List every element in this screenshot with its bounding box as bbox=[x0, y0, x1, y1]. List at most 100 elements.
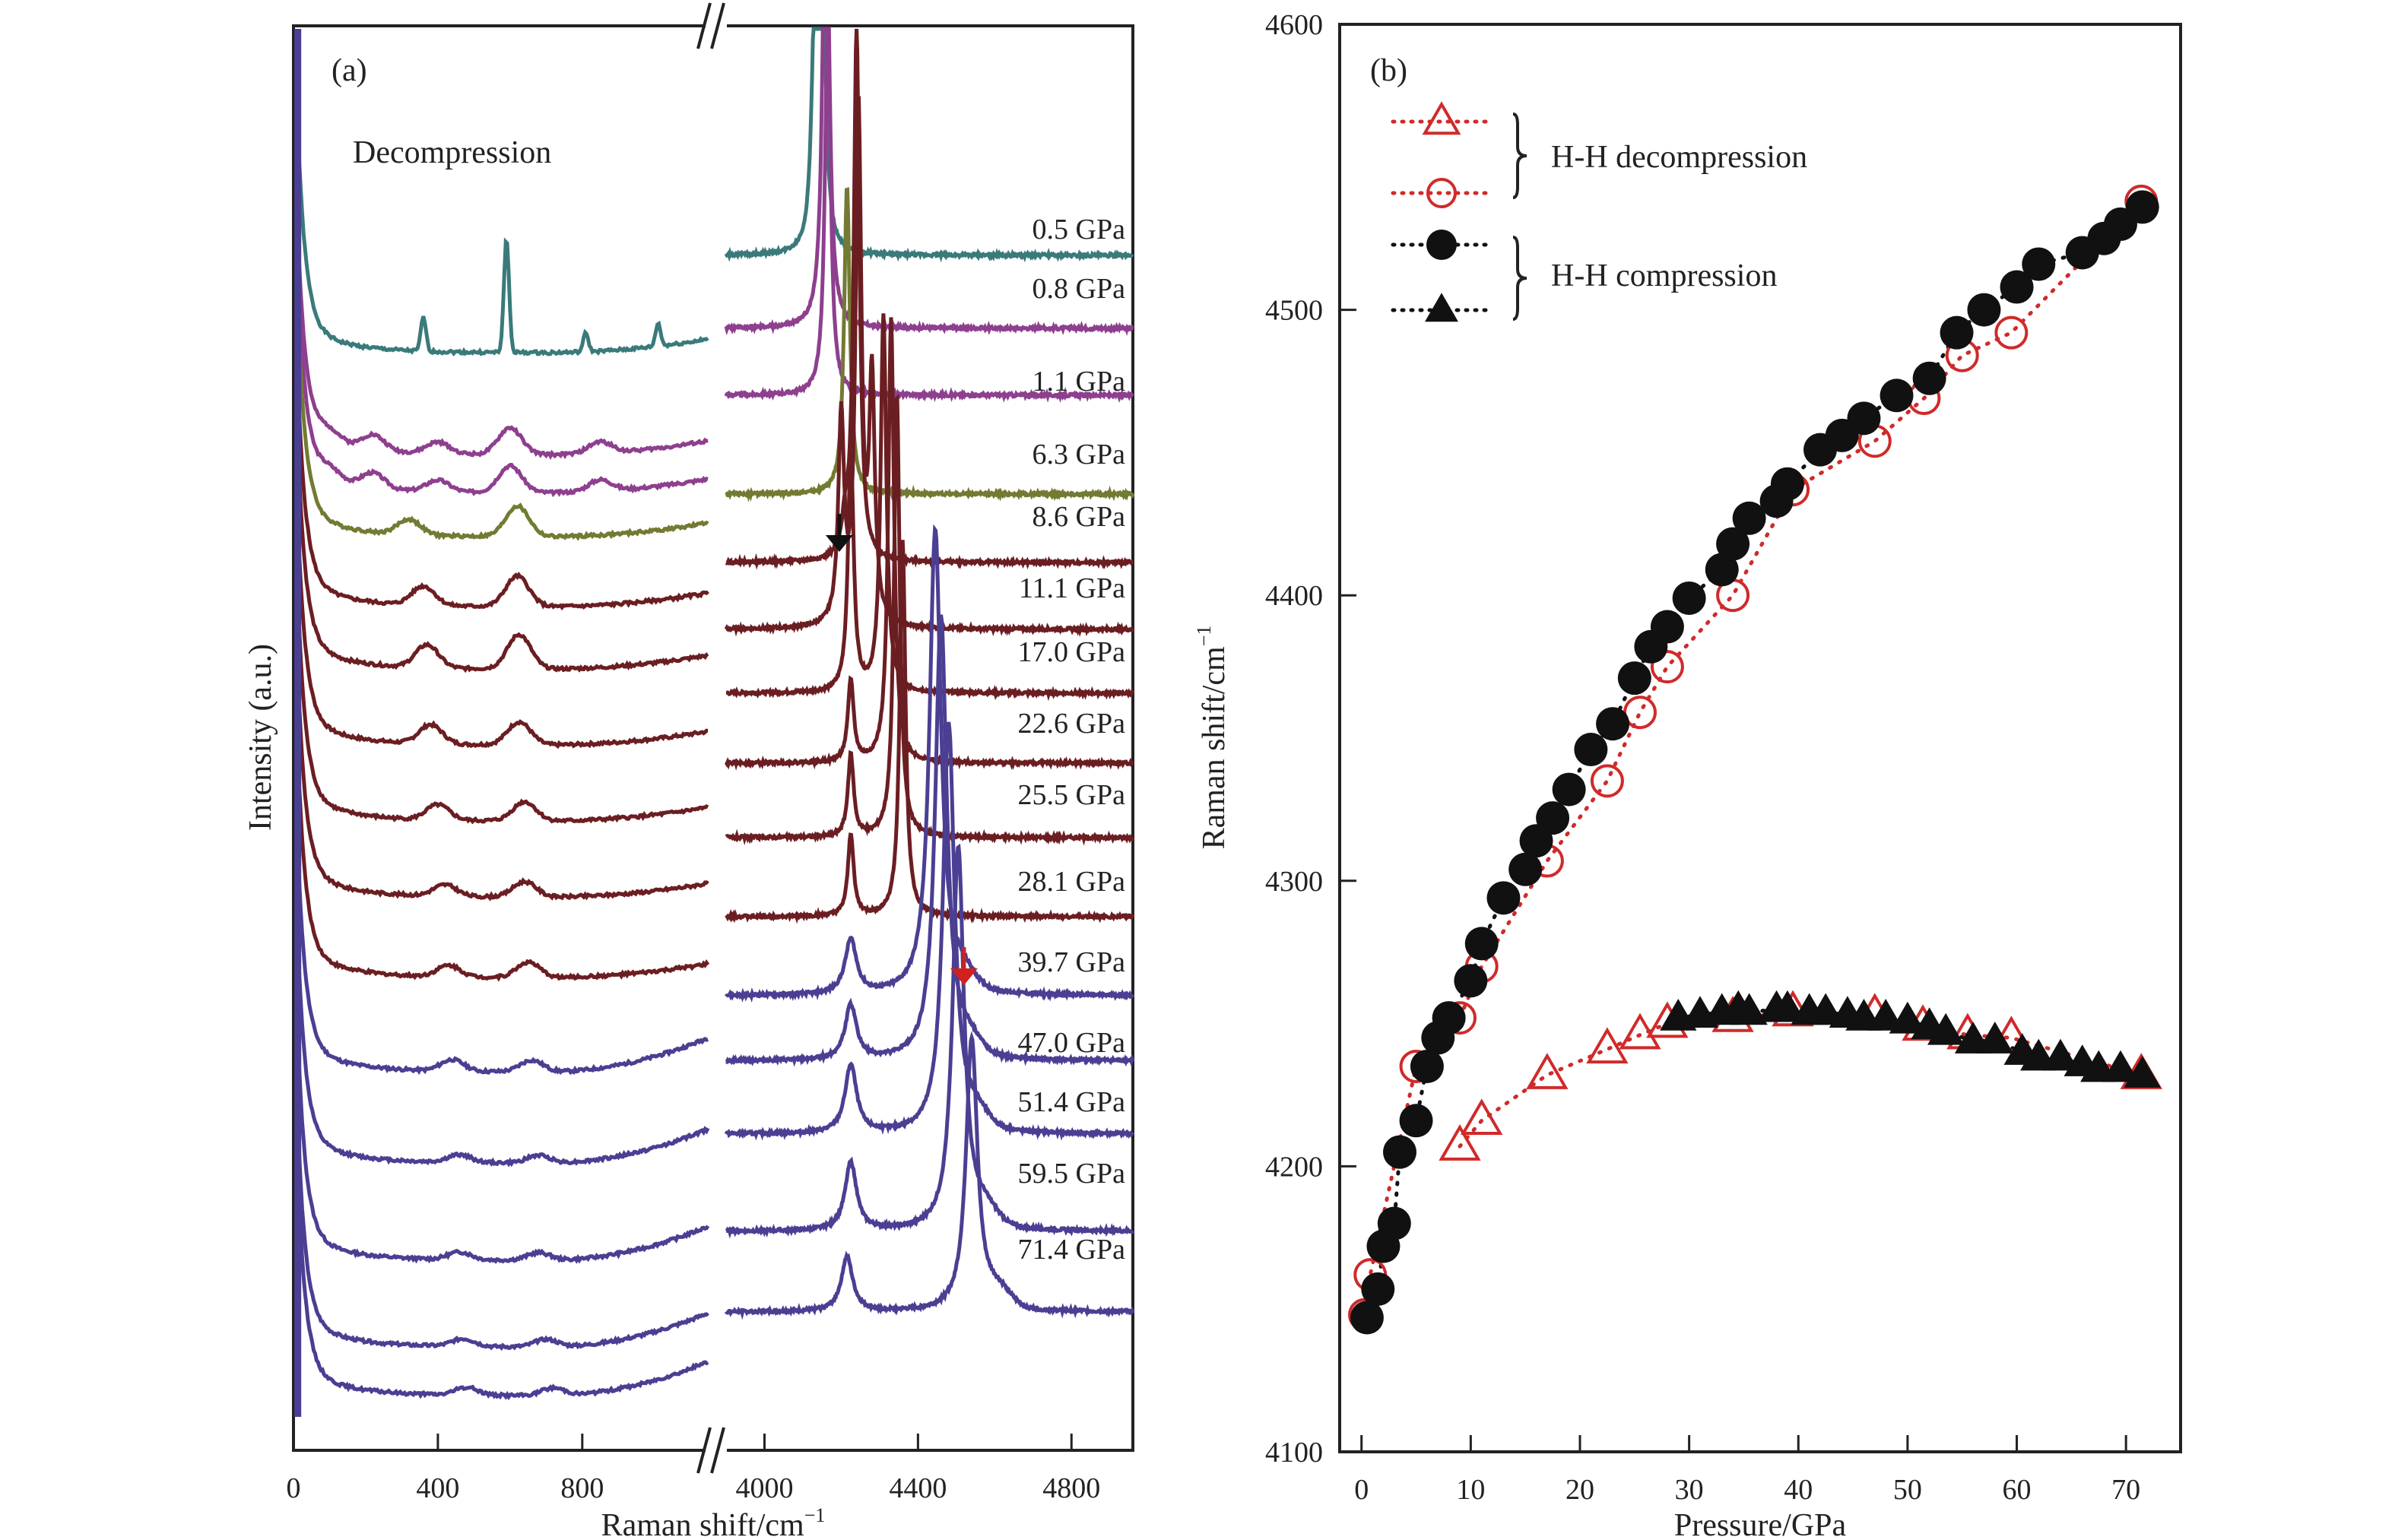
axis-break-mark-top bbox=[696, 2, 712, 49]
point-comp-circles bbox=[2000, 270, 2034, 304]
pressure-label: 17.0 GPa bbox=[1018, 636, 1126, 668]
point-decomp-triangles bbox=[1439, 1124, 1481, 1161]
spectrum-low-6 bbox=[296, 519, 709, 749]
spectrum-low-4 bbox=[296, 380, 709, 611]
axis-break-mark bbox=[710, 1427, 725, 1474]
point-decomp-triangles bbox=[1526, 1053, 1569, 1089]
y-tick-label: 4200 bbox=[1265, 1151, 1323, 1183]
panel-a-x-axis-title-sup: −1 bbox=[804, 1504, 826, 1526]
pressure-label: 11.1 GPa bbox=[1019, 572, 1125, 604]
y-tick-label: 4300 bbox=[1265, 866, 1323, 898]
x-tick-label: 70 bbox=[2111, 1474, 2140, 1506]
pressure-label: 8.6 GPa bbox=[1033, 501, 1126, 533]
pressure-label: 6.3 GPa bbox=[1033, 439, 1126, 471]
line-decomp-circles bbox=[1362, 199, 2143, 1317]
spectrum-high-1 bbox=[724, 27, 1134, 336]
panel-a-x-axis: 0 400 800 4000 4400 4800 bbox=[287, 2, 1100, 1504]
point-comp-circles bbox=[1536, 801, 1570, 835]
point-comp-circles bbox=[1464, 927, 1499, 961]
panel-a-x-axis-title: Raman shift/cm−1 bbox=[601, 1504, 826, 1540]
spectrum-high-13 bbox=[725, 843, 1135, 1239]
panel-a: 0.5 GPa 0.8 GPa 1.1 GPa 6.3 GPa 8.6 GPa 11.1 … bbox=[243, 2, 1135, 1540]
point-comp-circles bbox=[1508, 852, 1543, 886]
point-comp-triangles bbox=[1867, 999, 1905, 1031]
spectrum-high-11 bbox=[725, 614, 1135, 1067]
point-comp-circles bbox=[1770, 467, 1804, 501]
axis-break-mark-top bbox=[710, 2, 725, 49]
spectrum-low-5 bbox=[296, 442, 709, 673]
panel-b-axes: 0 10 20 30 40 50 60 70 4100 4200 4300 4400 4500 4600 bbox=[1265, 9, 2140, 1506]
point-comp-circles bbox=[1432, 1001, 1466, 1035]
point-comp-circles bbox=[1574, 733, 1608, 767]
point-comp-circles bbox=[1672, 581, 1706, 615]
point-comp-circles bbox=[1596, 707, 1630, 741]
x-tick-label: 50 bbox=[1893, 1474, 1922, 1506]
spectrum-low-11 bbox=[296, 936, 710, 1168]
y-tick-label: 4100 bbox=[1265, 1437, 1323, 1469]
pressure-label: 51.4 GPa bbox=[1018, 1086, 1126, 1118]
spectrum-low-1 bbox=[296, 229, 709, 461]
x-tick-label: 800 bbox=[560, 1472, 604, 1504]
x-tick-label: 20 bbox=[1565, 1474, 1594, 1506]
panel-b-y-axis-title: Raman shift/cm−1 bbox=[1193, 626, 1232, 850]
pressure-label: 39.7 GPa bbox=[1018, 946, 1126, 978]
x-tick-label: 60 bbox=[2003, 1474, 2032, 1506]
legend-marker bbox=[1425, 293, 1458, 322]
spectrum-low-14 bbox=[296, 1171, 709, 1401]
pressure-label: 47.0 GPa bbox=[1018, 1027, 1126, 1059]
point-comp-triangles bbox=[2102, 1050, 2140, 1082]
pressure-label: 0.5 GPa bbox=[1033, 214, 1126, 246]
panel-b-series-lines bbox=[1362, 199, 2145, 1320]
panel-b: 0 10 20 30 40 50 60 70410042004300440045004600 … bbox=[1193, 9, 2182, 1540]
point-comp-circles bbox=[1940, 315, 1974, 350]
spectrum-low-10 bbox=[296, 845, 709, 1076]
point-comp-triangles bbox=[1927, 1012, 1965, 1045]
spectrum-low-0 bbox=[296, 127, 709, 356]
legend-marker bbox=[1422, 101, 1461, 135]
legend-item-decomp-triangles bbox=[1391, 101, 1493, 135]
spectrum-low-3 bbox=[296, 312, 709, 541]
x-tick-label: 4400 bbox=[889, 1472, 947, 1504]
point-decomp-triangles bbox=[1619, 1012, 1661, 1050]
spectrum-low-9 bbox=[296, 753, 710, 982]
black-arrow-icon bbox=[825, 514, 853, 552]
spectrum-low-7 bbox=[296, 596, 709, 825]
pressure-label: 28.1 GPa bbox=[1018, 866, 1126, 898]
arrow-head bbox=[950, 968, 978, 985]
legend-group-label: H-H compression bbox=[1551, 258, 1777, 293]
spectrum-low-12 bbox=[296, 1035, 710, 1264]
panel-b-y-axis-title-sup: −1 bbox=[1193, 626, 1215, 647]
spectrum-high-8 bbox=[725, 393, 1135, 846]
legend-group-label: H-H decompression bbox=[1551, 140, 1807, 175]
panel-b-legend: H-H decompression H-H compression bbox=[1391, 101, 1807, 322]
point-comp-triangles bbox=[1768, 990, 1807, 1022]
panel-a-pressure-labels: 0.5 GPa 0.8 GPa 1.1 GPa 6.3 GPa 8.6 GPa 11.1 … bbox=[825, 214, 1126, 1266]
pressure-label: 25.5 GPa bbox=[1018, 779, 1126, 811]
point-comp-circles bbox=[1361, 1272, 1395, 1306]
point-comp-circles bbox=[1880, 379, 1914, 413]
point-comp-triangles bbox=[1889, 1001, 1927, 1034]
point-comp-circles bbox=[1350, 1301, 1384, 1335]
point-comp-circles bbox=[1967, 293, 2001, 327]
point-comp-triangles bbox=[1730, 993, 1768, 1025]
point-comp-triangles bbox=[1976, 1022, 2014, 1054]
y-tick-label: 4600 bbox=[1265, 9, 1323, 41]
x-tick-label: 40 bbox=[1784, 1474, 1813, 1506]
spectrum-high-10 bbox=[725, 524, 1135, 1003]
decompression-annotation: Decompression bbox=[353, 135, 551, 170]
pressure-label: 1.1 GPa bbox=[1033, 366, 1126, 398]
point-comp-triangles bbox=[1807, 993, 1845, 1025]
point-comp-circles bbox=[2022, 247, 2056, 281]
point-decomp-circles bbox=[1650, 650, 1684, 684]
panel-a-label: (a) bbox=[331, 53, 367, 88]
spectrum-high-4 bbox=[725, 28, 1134, 570]
legend-item-decomp-circles bbox=[1391, 178, 1493, 208]
x-tick-label: 4800 bbox=[1042, 1472, 1100, 1504]
pressure-label: 71.4 GPa bbox=[1018, 1234, 1126, 1266]
panel-a-spectra bbox=[294, 27, 1135, 1417]
red-arrow-icon bbox=[950, 947, 978, 985]
spectrum-low-13 bbox=[296, 1122, 709, 1351]
legend-marker bbox=[1426, 178, 1457, 208]
panel-b-x-axis-title: Pressure/GPa bbox=[1674, 1508, 1847, 1540]
spectrum-high-5 bbox=[724, 95, 1135, 638]
